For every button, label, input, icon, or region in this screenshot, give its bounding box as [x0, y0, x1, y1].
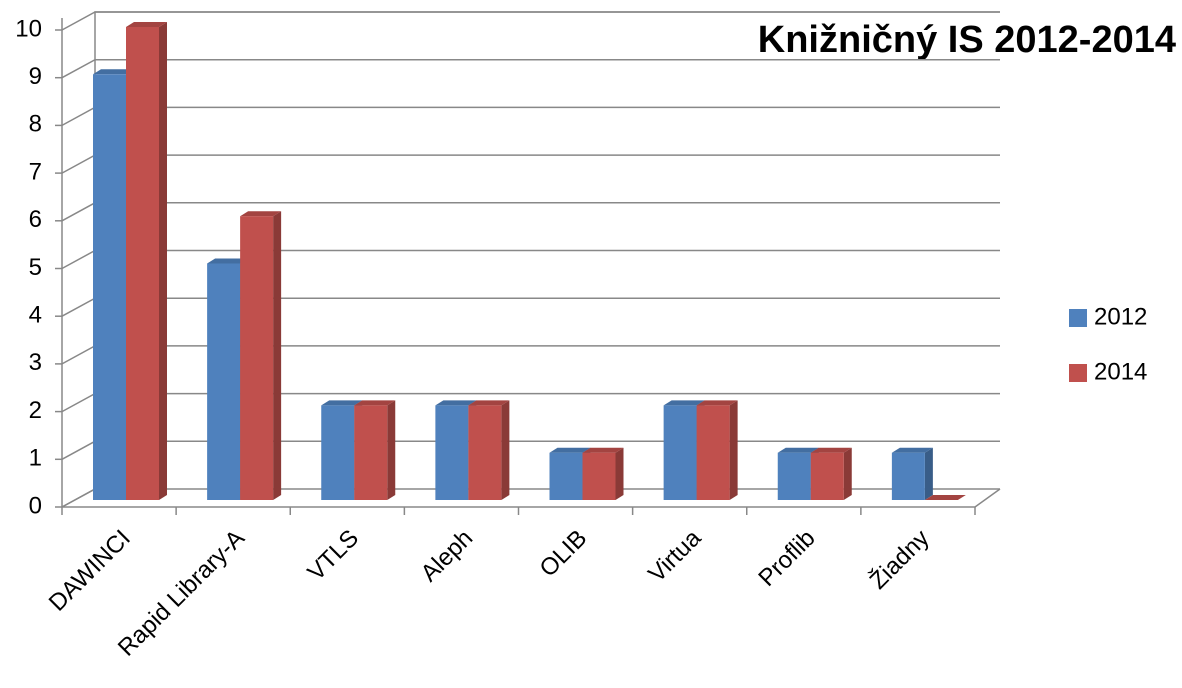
- y-tick-label: 6: [29, 206, 42, 233]
- grid-line: [61, 249, 1000, 270]
- grid-line: [61, 440, 1000, 460]
- bar: [810, 452, 844, 500]
- bar-top: [582, 447, 624, 453]
- grid-line: [61, 58, 1000, 79]
- bar: [435, 405, 469, 500]
- y-tick-label: 5: [29, 254, 42, 281]
- bar-top: [663, 400, 705, 406]
- bar-top: [891, 447, 933, 453]
- bar: [240, 216, 274, 500]
- grid-line: [61, 154, 1000, 174]
- bar-top: [435, 400, 477, 406]
- y-tick-label: 0: [29, 492, 42, 519]
- bar-top: [810, 447, 852, 453]
- floor: [62, 488, 1001, 508]
- bar-top: [321, 400, 363, 406]
- legend-label: 2014: [1094, 358, 1147, 385]
- bar-top: [126, 22, 167, 27]
- legend-label: 2012: [1094, 303, 1147, 330]
- bar-side: [501, 400, 510, 500]
- bar-side: [273, 211, 282, 500]
- y-tick-label: 2: [29, 397, 42, 424]
- bar-side: [924, 447, 933, 500]
- y-tick-label: 10: [15, 15, 42, 42]
- x-tick-label: DAWINCI: [44, 525, 136, 617]
- grid-line: [61, 345, 1000, 365]
- grid-line: [61, 11, 1000, 31]
- bar-top: [696, 400, 738, 406]
- bar-top: [354, 400, 396, 406]
- chart-title: Knižničný IS 2012-2014: [758, 19, 1176, 61]
- bar: [582, 452, 616, 500]
- bar-top: [207, 258, 249, 264]
- x-tick-label: Virtua: [643, 524, 707, 588]
- bar: [468, 405, 502, 500]
- bar-side: [387, 400, 396, 500]
- bar-side: [843, 447, 852, 500]
- bar: [126, 27, 159, 500]
- grid-line: [61, 392, 1000, 413]
- legend-swatch: [1069, 364, 1087, 382]
- x-tick-label: Proflib: [753, 525, 820, 592]
- x-tick-label: Žiadny: [865, 525, 935, 595]
- y-tick-label: 8: [29, 111, 42, 138]
- x-tick-label: OLIB: [535, 525, 593, 583]
- bar: [777, 452, 811, 500]
- bar-top: [240, 211, 282, 217]
- bar: [354, 405, 388, 500]
- bar: [321, 405, 355, 500]
- grid-line: [61, 488, 1000, 508]
- y-tick-label: 1: [29, 445, 42, 472]
- y-tick-label: 9: [29, 63, 42, 90]
- bar: [93, 74, 126, 501]
- bar-top: [468, 400, 510, 406]
- bar: [891, 452, 925, 500]
- bar-top: [93, 69, 134, 75]
- bar-top: [924, 495, 966, 500]
- legend-swatch: [1069, 309, 1087, 327]
- bar: [663, 405, 697, 500]
- bar: [207, 263, 241, 500]
- grid-line: [61, 297, 1000, 317]
- y-tick-label: 3: [29, 349, 42, 376]
- y-tick-label: 7: [29, 158, 42, 185]
- bar: [696, 405, 730, 500]
- back-wall: [61, 11, 1000, 508]
- bar-top: [777, 447, 819, 453]
- y-tick-label: 4: [29, 302, 42, 329]
- grid-line: [61, 202, 1000, 222]
- bar: [549, 452, 583, 500]
- grid-line: [61, 106, 1000, 127]
- bar-side: [729, 400, 738, 500]
- x-tick-label: Aleph: [416, 525, 479, 588]
- bar-side: [615, 447, 624, 500]
- bar-side: [159, 22, 167, 500]
- x-tick-label: VTLS: [303, 525, 365, 587]
- bar-top: [549, 447, 591, 453]
